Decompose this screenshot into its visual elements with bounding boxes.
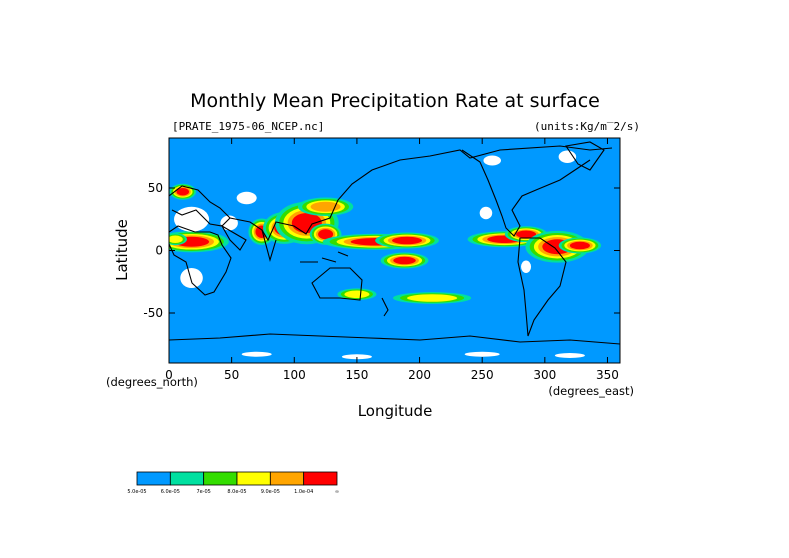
missing-data-antarctic-coast-1 <box>241 351 272 357</box>
colorbar: 5.0e-05 6.0e-05 7e-05 8.0e-05 9.0e-05 1.0e-04… <box>127 471 339 495</box>
africa-outline <box>169 225 232 296</box>
south-america-outline <box>517 237 567 337</box>
precip-region-caribbean-level-5 <box>516 230 537 238</box>
missing-data-antarctic-coast-4 <box>554 353 585 358</box>
x-tick-label: 0 <box>165 368 173 382</box>
x-tick-label: 350 <box>596 368 619 382</box>
north-america-outline <box>461 149 591 237</box>
colorbar-swatch <box>303 471 338 486</box>
australia-outline <box>311 267 363 301</box>
missing-data-north-canada <box>483 155 501 166</box>
y-axis-ticks: 50 0 -50 <box>143 181 620 320</box>
missing-data-antarctic-coast-2 <box>341 354 372 360</box>
precip-region-mei-yu-front-level-4 <box>310 201 341 212</box>
india-outline <box>261 229 277 263</box>
new-zealand-outline <box>381 297 389 317</box>
greenland-outline <box>565 141 605 171</box>
x-axis-ticks: 0 50 100 150 200 250 300 350 <box>165 138 619 382</box>
arabia-outline <box>220 224 247 251</box>
colorbar-label: 9.0e-05 <box>261 489 280 495</box>
precip-region-south-of-australia-level-3 <box>344 290 370 298</box>
colorbar-label: 8.0e-05 <box>227 489 246 495</box>
missing-data-greenland <box>558 150 577 163</box>
y-axis-label: Latitude <box>113 219 131 281</box>
y-unit-note: (degrees_north) <box>106 375 198 389</box>
colorbar-label: 1.0e-04 <box>294 489 313 495</box>
antarctica-outline <box>169 333 620 345</box>
colorbar-swatch <box>269 471 305 486</box>
x-tick-label: 300 <box>533 368 556 382</box>
colorbar-label: 5.0e-05 <box>127 489 146 495</box>
colorbar-label: ∞ <box>335 489 339 495</box>
missing-data-antarctic-coast-3 <box>464 351 500 357</box>
colorbar-swatch <box>136 471 171 486</box>
x-tick-label: 100 <box>283 368 306 382</box>
colorbar-swatch <box>236 471 271 486</box>
y-tick-label: -50 <box>143 306 163 320</box>
x-unit-note: (degrees_east) <box>548 384 634 398</box>
y-tick-label: 50 <box>148 181 163 195</box>
precip-region-west-africa-level-3 <box>169 235 183 243</box>
x-tick-label: 200 <box>408 368 431 382</box>
x-tick-label: 250 <box>471 368 494 382</box>
x-tick-label: 50 <box>224 368 239 382</box>
x-tick-label: 150 <box>345 368 368 382</box>
source-label: [PRATE_1975-06_NCEP.nc] <box>172 120 324 133</box>
indonesia-outline <box>300 251 349 263</box>
precip-region-mid-atlantic-level-5 <box>569 241 590 250</box>
coastline-outlines <box>169 141 620 345</box>
missing-data-central-asia <box>236 191 257 205</box>
precip-region-philippines-level-5 <box>318 229 334 240</box>
asia-outline <box>229 145 613 242</box>
missing-data-peru <box>521 260 532 273</box>
precip-region-southern-ocean-track-level-3 <box>407 294 458 302</box>
colorbar-swatch <box>203 471 238 486</box>
units-label: (units:Kg/m‾2/s) <box>534 120 640 133</box>
colorbar-label: 7e-05 <box>196 489 210 495</box>
colorbar-label: 6.0e-05 <box>161 489 180 495</box>
missing-data-sahara <box>174 206 210 232</box>
precip-region-spcz-level-5 <box>393 256 416 265</box>
chart-title: Monthly Mean Precipitation Rate at surfa… <box>190 90 600 112</box>
x-axis-label: Longitude <box>358 402 433 420</box>
plot-area <box>168 137 621 364</box>
missing-data-mexico <box>479 206 493 220</box>
y-tick-label: 0 <box>155 244 163 258</box>
colorbar-swatch <box>169 471 205 486</box>
precip-region-itcz-central-pacific-level-5 <box>391 236 423 245</box>
precip-region-north-atlantic-storm-level-5 <box>176 188 190 196</box>
missing-data-southern-africa <box>180 268 203 288</box>
